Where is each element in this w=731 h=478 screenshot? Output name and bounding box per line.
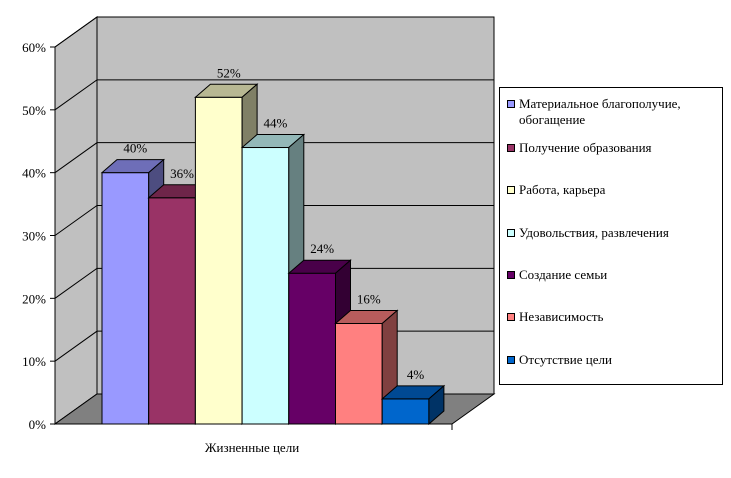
legend-label: Работа, карьера <box>519 182 606 197</box>
gridline <box>54 16 494 48</box>
bar-front <box>288 272 336 425</box>
y-tick-label: 50% <box>22 103 46 118</box>
legend-swatch <box>507 229 515 237</box>
legend-label: Независимость <box>519 309 604 324</box>
legend-label: Материальное благополучие, обогащение <box>519 96 681 127</box>
chart-data-labels: 40% 36% 52% 44% 24% 16% 4% <box>123 65 424 382</box>
bar-front <box>381 398 430 425</box>
y-tick-label: 30% <box>22 229 46 244</box>
y-tick-label: 40% <box>22 166 46 181</box>
y-tick-label: 60% <box>22 40 46 55</box>
legend-swatch <box>507 144 515 152</box>
legend-swatch <box>507 271 515 279</box>
legend-item: Получение образования <box>507 140 719 156</box>
legend-swatch <box>507 313 515 321</box>
legend-item: Удовольствия, развлечения <box>507 225 719 241</box>
legend-item: Материальное благополучие, обогащение <box>507 96 719 128</box>
bar-7 <box>380 384 446 426</box>
bar-front <box>148 197 196 425</box>
y-tick-label: 0% <box>29 417 47 432</box>
legend-item: Отсутствие цели <box>507 352 719 368</box>
y-tick-label: 20% <box>22 291 46 306</box>
chart-legend: Материальное благополучие, обогащение Пол… <box>499 87 723 385</box>
data-label: 4% <box>407 367 425 382</box>
legend-swatch <box>507 100 515 108</box>
gridline <box>54 267 494 299</box>
bar-front <box>335 322 383 425</box>
legend-label: Удовольствия, развлечения <box>519 225 669 240</box>
data-label: 52% <box>217 65 241 80</box>
y-axis-tick-labels: 0% 10% 20% 30% 40% 50% 60% <box>22 40 46 432</box>
gridline <box>54 79 494 111</box>
data-label: 36% <box>170 166 194 181</box>
legend-swatch <box>507 356 515 364</box>
legend-label: Отсутствие цели <box>519 352 612 367</box>
bar-side <box>428 384 445 426</box>
legend-label: Получение образования <box>519 140 652 155</box>
data-label: 24% <box>310 241 334 256</box>
bar-front <box>101 172 150 425</box>
legend-label: Создание семьи <box>519 267 608 282</box>
legend-item: Независимость <box>507 309 719 325</box>
x-axis-category-label: Жизненные цели <box>205 440 299 455</box>
legend-item: Создание семьи <box>507 267 719 283</box>
gridline <box>54 142 494 174</box>
gridline <box>54 205 494 236</box>
y-tick-label: 10% <box>22 354 46 369</box>
data-label: 16% <box>357 291 381 306</box>
legend-swatch <box>507 186 515 194</box>
bar-front <box>194 96 243 425</box>
bar-front <box>241 147 290 425</box>
data-label: 44% <box>264 116 288 131</box>
chart-bars <box>100 83 446 426</box>
legend-item: Работа, карьера <box>507 182 719 198</box>
data-label: 40% <box>123 141 147 156</box>
